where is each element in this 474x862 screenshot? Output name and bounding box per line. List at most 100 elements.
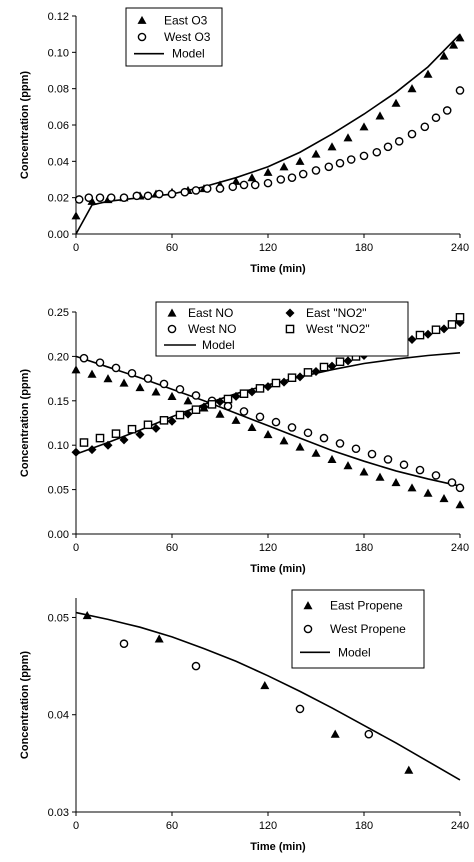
data-point: [231, 415, 241, 424]
data-point: [287, 373, 297, 383]
data-point: [442, 106, 452, 115]
data-point: [447, 478, 457, 487]
x-tick-label: 180: [355, 542, 373, 554]
legend-label: East NO: [188, 306, 233, 320]
data-point: [215, 397, 225, 407]
data-point: [202, 184, 212, 193]
chart-panel-1: 0 60 120 180 240 0.00 0.02 0.04 0.06 0.08 0.10 0.12…: [19, 7, 469, 275]
data-point: [343, 356, 353, 366]
data-point: [391, 98, 401, 107]
y-tick-label: 0.12: [48, 11, 69, 23]
data-point: [159, 416, 169, 425]
y-tick-label: 0.00: [48, 229, 69, 241]
data-point: [439, 324, 449, 334]
y-axis-label: Concentration (ppm): [19, 369, 31, 477]
data-point: [191, 661, 201, 671]
x-tick-label: 60: [166, 242, 178, 254]
y-axis-label: Concentration (ppm): [19, 71, 31, 179]
data-point: [74, 195, 84, 204]
x-axis-label: Time (min): [250, 841, 306, 853]
data-point: [295, 704, 305, 714]
data-point: [223, 401, 233, 411]
data-point: [191, 391, 201, 400]
data-point: [263, 178, 273, 188]
y-tick-label: 0.05: [48, 612, 69, 624]
chart-panel-3: 0 60 120 180 240 0.03 0.04 0.05 Time (min) Concen…: [19, 589, 469, 853]
data-point: [455, 86, 465, 95]
data-point: [175, 410, 185, 420]
legend-marker: [137, 32, 147, 42]
data-point: [372, 147, 382, 157]
data-point: [199, 402, 209, 412]
data-point: [135, 430, 145, 440]
data-point: [132, 191, 142, 201]
chart-panel-2: 0 60 120 180 240 0.00 0.05 0.10 0.15 0.20 0.25 Time…: [19, 301, 469, 575]
legend: East O3 West O3 Model: [125, 7, 223, 67]
y-axis-label: Concentration (ppm): [19, 651, 31, 759]
x-tick-label: 120: [259, 820, 277, 832]
data-point: [87, 196, 97, 205]
data-point: [84, 193, 94, 202]
data-point: [247, 173, 257, 182]
legend-label: Model: [338, 645, 371, 659]
data-point: [263, 167, 273, 176]
data-point: [159, 379, 169, 389]
data-point: [415, 330, 425, 340]
data-point: [423, 69, 433, 78]
data-point: [449, 40, 459, 49]
y-tick-label: 0.03: [48, 807, 69, 819]
data-point: [247, 387, 257, 397]
x-tick-label: 180: [355, 242, 373, 254]
data-point: [295, 156, 305, 165]
data-point: [143, 191, 153, 201]
legend-label: East "NO2": [306, 306, 367, 320]
x-tick-label: 180: [355, 820, 373, 832]
data-point: [359, 151, 369, 161]
x-tick-label: 240: [451, 242, 469, 254]
legend-box: [155, 301, 409, 357]
data-point: [263, 382, 273, 392]
data-point: [231, 391, 241, 401]
data-point: [103, 440, 113, 450]
data-point: [255, 384, 265, 393]
data-point: [327, 361, 337, 371]
data-point: [79, 438, 89, 447]
data-point: [167, 416, 177, 426]
data-point: [135, 382, 145, 392]
data-point: [399, 460, 409, 470]
data-point: [335, 439, 345, 448]
data-point: [247, 422, 257, 432]
legend-marker: [137, 15, 147, 24]
data-point: [71, 211, 81, 220]
data-point: [439, 51, 449, 60]
data-point: [423, 329, 433, 339]
data-point: [276, 175, 286, 184]
data-point: [239, 389, 249, 398]
y-tick-label: 0.05: [48, 485, 69, 497]
data-point: [180, 187, 190, 197]
legend-marker: [303, 601, 313, 610]
data-point: [335, 357, 345, 367]
x-tick-label: 120: [259, 542, 277, 554]
x-axis-label: Time (min): [250, 263, 306, 275]
data-point: [319, 433, 329, 443]
data-point: [330, 729, 340, 738]
data-point: [375, 472, 385, 481]
data-point: [119, 435, 129, 445]
data-point: [407, 129, 417, 139]
data-point: [359, 467, 369, 476]
y-tick-label: 0.02: [48, 193, 69, 205]
y-tick-label: 0.10: [48, 440, 69, 452]
data-point: [431, 113, 441, 123]
model-line: [75, 611, 461, 781]
data-point: [431, 471, 441, 480]
data-point: [175, 384, 185, 394]
series-circle: [79, 353, 465, 493]
data-point: [167, 189, 177, 199]
data-point: [404, 765, 414, 774]
data-point: [447, 320, 457, 329]
legend-label: Model: [172, 47, 205, 61]
data-point: [287, 423, 297, 432]
x-tick-label: 0: [73, 242, 79, 254]
data-point: [311, 448, 321, 457]
